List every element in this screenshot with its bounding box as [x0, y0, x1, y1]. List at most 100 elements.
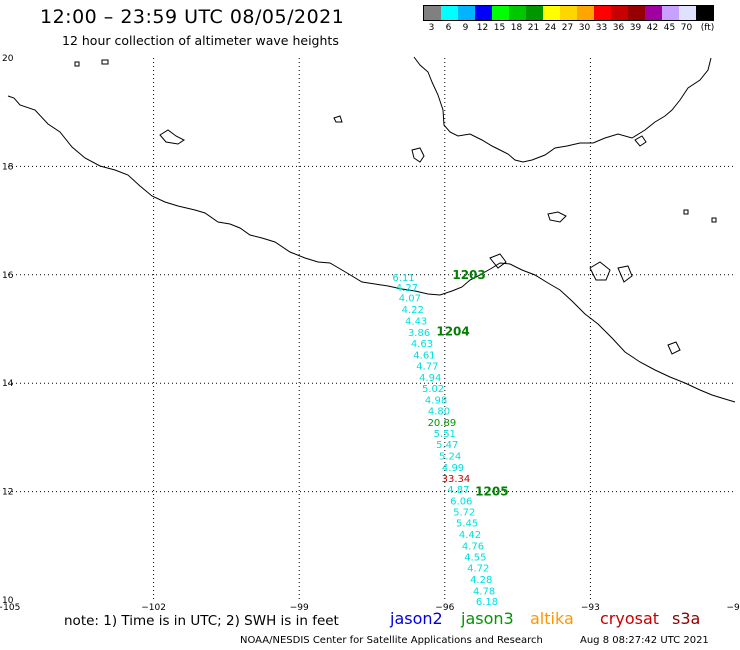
swh-value: 5.45: [456, 519, 478, 530]
swh-value: 4.28: [470, 575, 492, 586]
color-swatch: [526, 6, 543, 20]
coastline: [7, 56, 736, 403]
lon-tick-label: −102: [141, 603, 166, 613]
color-swatch: [475, 6, 492, 20]
island-shape: [711, 217, 717, 223]
island-shape: [489, 253, 507, 269]
lat-tick-label: 10: [2, 596, 14, 606]
swh-value: 4.87: [447, 485, 469, 496]
swh-value: 4.42: [459, 530, 481, 541]
color-legend-label: 42: [646, 23, 659, 33]
footnote: note: 1) Time is in UTC; 2) SWH is in fe…: [64, 613, 339, 629]
lat-tick-label: 14: [2, 379, 14, 389]
lon-tick-label: −99: [290, 603, 309, 613]
lon-tick-label: −105: [0, 603, 20, 613]
swh-value: 5.47: [436, 440, 458, 451]
satellite-name: cryosat: [600, 609, 660, 628]
island-shape: [589, 261, 611, 281]
color-legend-label: 6: [445, 23, 452, 33]
island-shape: [617, 265, 633, 283]
satellite-name: altika: [530, 609, 574, 628]
color-swatch: [458, 6, 475, 20]
swh-value: 6.11: [392, 273, 414, 284]
credit-line: NOAA/NESDIS Center for Satellite Applica…: [240, 635, 543, 646]
swh-value: 4.63: [411, 339, 433, 350]
island-shape: [547, 211, 567, 223]
color-legend-label: 36: [612, 23, 625, 33]
color-legend-label: 24: [544, 23, 557, 33]
color-legend: 3 6 9 12 15 18 21 24 27 30 33 36 39 42 45 70 (ft): [423, 5, 714, 35]
lon-tick-label: −93: [581, 603, 600, 613]
color-swatch: [509, 6, 526, 20]
swh-value: 4.80: [428, 406, 450, 417]
satellite-name: jason3: [461, 609, 514, 628]
swh-value: 4.27: [396, 283, 418, 294]
swh-value: 5.02: [422, 384, 444, 395]
color-swatch: [696, 6, 713, 20]
color-swatch: [577, 6, 594, 20]
color-swatch: [645, 6, 662, 20]
swh-value: 4.77: [416, 361, 438, 372]
satellite-name: s3a: [672, 609, 701, 628]
map-subtitle: 12 hour collection of altimeter wave hei…: [62, 33, 339, 48]
color-legend-label: 30: [578, 23, 591, 33]
map-title: 12:00 – 23:59 UTC 08/05/2021: [40, 6, 345, 28]
color-swatch: [543, 6, 560, 20]
color-legend-label: 33: [595, 23, 608, 33]
swh-value: 4.78: [473, 586, 495, 597]
color-legend-label: 39: [629, 23, 642, 33]
color-legend-label: 12: [476, 23, 489, 33]
swh-value: 5.72: [453, 508, 475, 519]
color-legend-label: 45: [663, 23, 676, 33]
color-swatch: [492, 6, 509, 20]
swh-value: 6.06: [450, 496, 472, 507]
pacific-coastline: [7, 95, 736, 403]
swh-value: 5.24: [439, 451, 461, 462]
island-shape: [667, 341, 681, 355]
lake-shape: [411, 147, 425, 163]
color-legend-labels: 3 6 9 12 15 18 21 24 27 30 33 36 39 42 45 70 (ft): [423, 21, 715, 35]
swh-value: 6.18: [476, 597, 498, 608]
swh-value: 4.99: [442, 463, 464, 474]
track-time-label: 1204: [436, 325, 469, 339]
island-shape: [333, 115, 343, 123]
color-legend-label: (ft): [700, 23, 715, 33]
lat-tick-label: 18: [2, 162, 14, 172]
swh-value: 20.89: [428, 418, 457, 429]
gulf-coastline: [413, 56, 712, 163]
lat-lon-grid: −105 −102 −99 −96 −93 −90 20 18 16 14 12 10: [0, 54, 740, 613]
island-shape: [634, 135, 647, 147]
island-shape: [683, 209, 689, 215]
swh-value: 4.72: [467, 564, 489, 575]
swh-value: 4.55: [464, 553, 486, 564]
color-legend-label: 3: [428, 23, 435, 33]
swh-value: 3.86: [408, 328, 430, 339]
color-swatch: [611, 6, 628, 20]
island-shape: [101, 59, 109, 65]
swh-value: 4.61: [413, 351, 435, 362]
color-swatch: [662, 6, 679, 20]
generated-timestamp: Aug 8 08:27:42 UTC 2021: [580, 635, 709, 646]
satellite-name: jason2: [390, 609, 443, 628]
color-legend-label: 27: [561, 23, 574, 33]
island-shape: [74, 61, 80, 67]
color-swatch: [594, 6, 611, 20]
island-shape: [159, 129, 185, 145]
color-legend-label: 70: [680, 23, 693, 33]
lon-tick-label: −90: [727, 603, 740, 613]
swh-value: 4.07: [399, 294, 421, 305]
color-legend-label: 21: [527, 23, 540, 33]
color-legend-label: 18: [510, 23, 523, 33]
color-legend-label: 9: [462, 23, 469, 33]
altimeter-track: 6.114.274.074.224.433.864.634.614.774.94…: [392, 268, 508, 608]
swh-value: 4.98: [425, 396, 447, 407]
lon-tick-label: −96: [435, 603, 454, 613]
swh-value: 33.34: [442, 474, 471, 485]
lat-tick-label: 20: [2, 54, 14, 64]
lat-tick-label: 12: [2, 488, 13, 498]
color-swatch: [441, 6, 458, 20]
swh-value: 4.43: [405, 316, 427, 327]
track-time-label: 1203: [452, 268, 485, 282]
color-swatch: [424, 6, 441, 20]
